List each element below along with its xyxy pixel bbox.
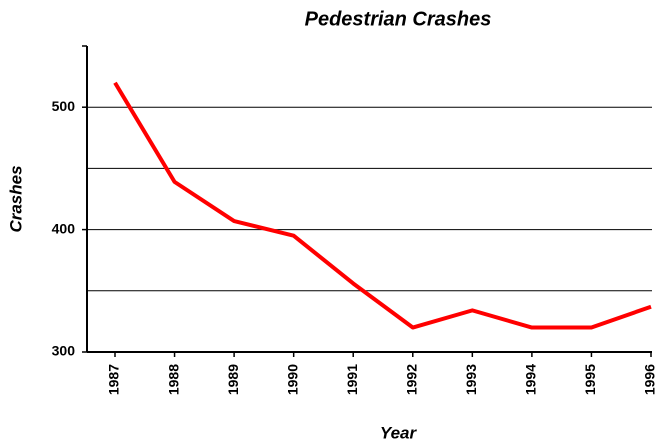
y-tick-label: 300	[52, 343, 76, 359]
chart-title: Pedestrian Crashes	[305, 8, 492, 30]
y-tick-label: 500	[52, 98, 76, 114]
x-tick-label: 1988	[165, 364, 181, 395]
x-tick-label: 1996	[642, 364, 658, 395]
x-tick-label: 1994	[523, 364, 539, 395]
x-tick-label: 1987	[106, 364, 122, 395]
x-tick-label: 1993	[463, 364, 479, 395]
x-tick-label: 1991	[344, 364, 360, 395]
x-tick-label: 1995	[582, 364, 598, 395]
x-tick-label: 1989	[225, 364, 241, 395]
x-tick-label: 1992	[403, 364, 419, 395]
x-tick-label: 1990	[284, 364, 300, 395]
y-tick-label: 400	[52, 220, 76, 236]
x-axis-title: Year	[380, 423, 418, 442]
y-axis-title: Crashes	[6, 165, 25, 232]
data-line	[113, 81, 652, 330]
